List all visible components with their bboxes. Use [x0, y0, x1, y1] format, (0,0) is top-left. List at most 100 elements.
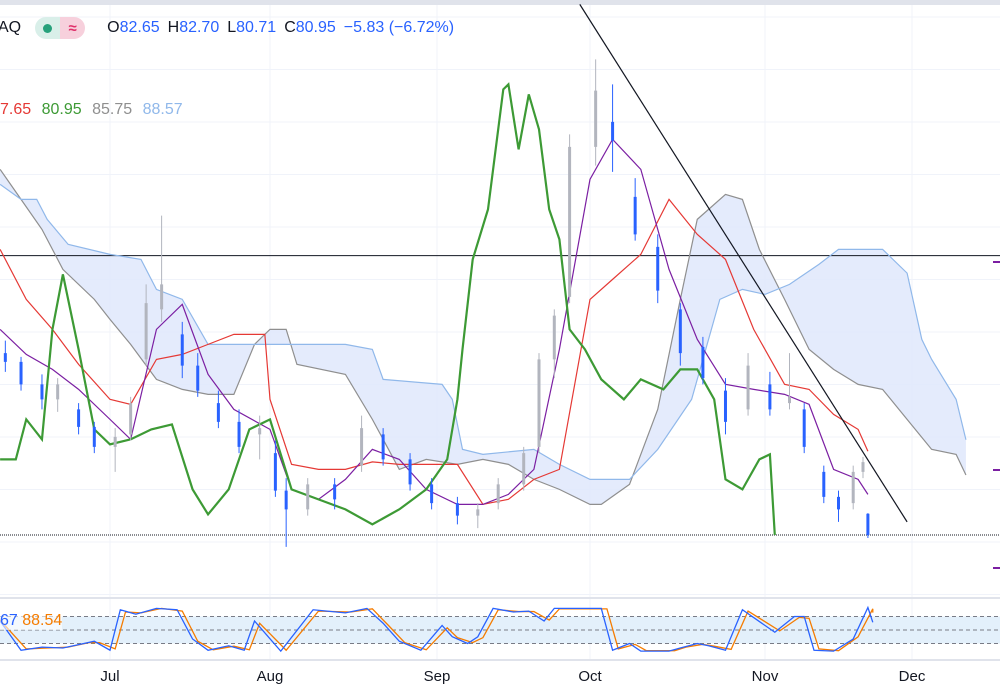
candle-body [113, 436, 117, 447]
stoch-d-value: 88.54 [22, 612, 63, 629]
candle [822, 465, 826, 504]
candle [3, 340, 7, 372]
candle-body [455, 503, 459, 516]
candle-body [723, 390, 727, 422]
candle-body [258, 428, 262, 435]
candle-body [129, 403, 133, 435]
open-label: O [107, 19, 120, 36]
candle-body [537, 359, 541, 447]
indicator-line-4 [0, 82, 776, 536]
candle [611, 84, 615, 172]
candle-body [837, 496, 840, 510]
legend-value: 85.75 [92, 101, 133, 118]
time-axis-tick: Nov [751, 668, 779, 685]
candle [129, 396, 133, 441]
candle-body [476, 509, 480, 516]
cloud-fill [0, 169, 966, 505]
candle-body [611, 121, 615, 141]
stoch-k-value: 67 [0, 612, 18, 629]
candle [768, 371, 772, 416]
candle [77, 403, 81, 435]
candle [196, 353, 200, 397]
candle-body [3, 353, 7, 362]
candle-body [822, 471, 826, 497]
candle-body [381, 434, 385, 460]
market-open-dot-icon[interactable] [35, 17, 61, 39]
candle [678, 303, 682, 366]
time-axis-tick: Jul [100, 668, 120, 685]
indicator-line-1 [0, 183, 967, 480]
stochastic-pane [0, 597, 1000, 661]
candle-body [701, 346, 705, 379]
ichimoku-legend[interactable]: 7.65 80.95 85.75 88.57 [0, 101, 189, 119]
candle [333, 478, 337, 510]
candle [144, 284, 148, 366]
candle-body [568, 146, 572, 297]
candle-body [768, 384, 772, 410]
candle [746, 353, 750, 416]
candle [381, 428, 385, 466]
candle [56, 378, 60, 412]
candle-body [656, 246, 660, 291]
candle-body [802, 409, 806, 447]
candle-body [40, 384, 44, 400]
time-axis-tick: Aug [256, 668, 284, 685]
candle [273, 440, 277, 497]
indicator-lines [0, 82, 967, 536]
candle [496, 478, 500, 510]
candle-body [306, 484, 310, 510]
candle-body [19, 361, 23, 385]
legend-value: 88.57 [142, 101, 183, 118]
right-edge-markers [993, 261, 1000, 569]
candles [3, 59, 870, 547]
candle [633, 178, 637, 241]
candle-body [77, 409, 81, 427]
candle-body [594, 90, 598, 147]
candle-body [552, 315, 556, 360]
ticker[interactable]: AQ [0, 19, 22, 36]
candle-body [333, 484, 337, 500]
candle-body [788, 396, 791, 404]
high-value: 82.70 [179, 19, 220, 36]
candle-body [633, 196, 637, 235]
candle [537, 353, 541, 454]
candle [802, 403, 806, 454]
candle-body [851, 471, 855, 504]
legend-value: 7.65 [0, 101, 32, 118]
candle [40, 374, 44, 410]
stochastic-legend[interactable]: 67 88.54 [0, 612, 63, 630]
candle-body [861, 462, 865, 472]
candle [455, 496, 459, 525]
candle [216, 390, 220, 429]
candle-body [522, 453, 526, 485]
candle [360, 415, 364, 472]
candle-body [144, 303, 148, 360]
horizontal-levels [0, 255, 1000, 536]
candle [476, 503, 480, 529]
candle [92, 421, 96, 454]
candle [258, 415, 262, 460]
candle [552, 309, 556, 379]
candle [568, 134, 572, 304]
candle-body [180, 334, 184, 366]
indicator-line-2 [0, 198, 869, 506]
candle [866, 513, 870, 538]
candle [180, 321, 184, 379]
candle-body [678, 309, 682, 354]
candle-body [866, 513, 870, 535]
candle-body [237, 421, 241, 447]
candle [861, 456, 865, 479]
candle [19, 356, 23, 391]
status-badges[interactable]: ≈ [35, 17, 86, 39]
candle [656, 234, 660, 304]
time-axis-tick: Dec [898, 668, 926, 685]
change-value: −5.83 (−6.72%) [343, 19, 455, 36]
candle-body [360, 428, 364, 466]
trend-line[interactable] [579, 4, 908, 523]
candle [306, 478, 310, 516]
candle [113, 428, 117, 472]
low-value: 80.71 [236, 19, 277, 36]
approx-icon[interactable]: ≈ [60, 17, 86, 39]
candle [851, 465, 855, 510]
